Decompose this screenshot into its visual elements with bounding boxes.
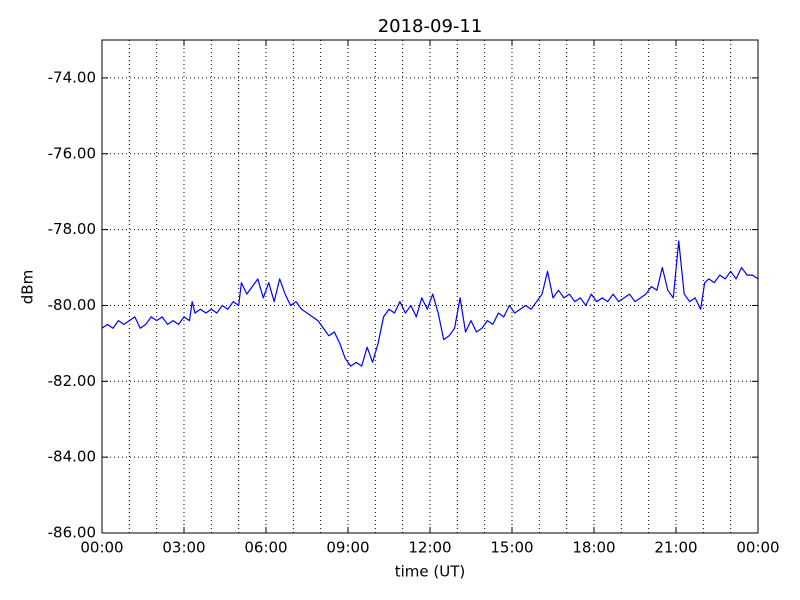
plot-frame — [101, 39, 759, 534]
chart-title: 2018-09-11 — [378, 16, 483, 37]
y-tick-label: -78.00 — [48, 220, 96, 238]
x-tick-label: 00:00 — [736, 539, 779, 557]
x-tick-label: 06:00 — [244, 539, 287, 557]
x-tick-label: 21:00 — [654, 539, 697, 557]
y-tick-label: -82.00 — [48, 372, 96, 390]
x-tick-label: 15:00 — [490, 539, 533, 557]
x-tick-label: 09:00 — [326, 539, 369, 557]
data-line — [101, 240, 759, 367]
x-tick-label: 00:00 — [80, 539, 123, 557]
y-tick-label: -74.00 — [48, 68, 96, 86]
x-axis-label: time (UT) — [395, 563, 466, 581]
y-tick-label: -80.00 — [48, 296, 96, 314]
x-tick-label: 12:00 — [408, 539, 451, 557]
y-tick-label: -84.00 — [48, 448, 96, 466]
y-tick-label: -86.00 — [48, 524, 96, 542]
y-axis-label: dBm — [19, 270, 37, 304]
x-tick-label: 03:00 — [162, 539, 205, 557]
x-tick-label: 18:00 — [572, 539, 615, 557]
y-tick-label: -76.00 — [48, 144, 96, 162]
